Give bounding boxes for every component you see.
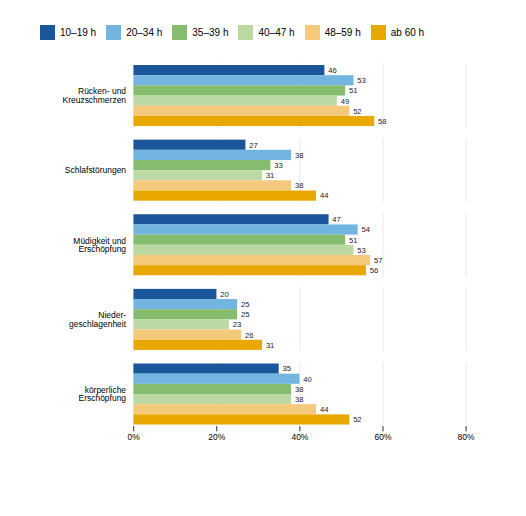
svg-text:20%: 20%	[208, 432, 225, 442]
svg-text:47: 47	[332, 215, 340, 224]
svg-text:Schlafstörungen: Schlafstörungen	[65, 165, 126, 175]
svg-text:38: 38	[295, 395, 303, 404]
html-text:35–39 h: 35–39 h	[192, 27, 229, 38]
svg-text:38: 38	[295, 385, 303, 394]
html-text:ab 60 h: ab 60 h	[390, 27, 425, 38]
html-text:20–34 h: 20–34 h	[126, 27, 163, 38]
svg-text:26: 26	[245, 331, 253, 340]
svg-text:Müdigkeit undErschöpfung: Müdigkeit undErschöpfung	[73, 236, 126, 254]
svg-text:27: 27	[249, 141, 257, 150]
svg-text:46: 46	[328, 66, 336, 75]
svg-text:56: 56	[370, 266, 378, 275]
svg-text:44: 44	[320, 191, 329, 200]
svg-text:54: 54	[361, 225, 370, 234]
svg-text:35: 35	[283, 364, 291, 373]
svg-text:57: 57	[374, 256, 382, 265]
svg-text:58: 58	[378, 117, 386, 126]
svg-text:31: 31	[266, 341, 274, 350]
svg-text:25: 25	[241, 300, 249, 309]
svg-text:40: 40	[303, 375, 311, 384]
svg-text:38: 38	[295, 151, 303, 160]
svg-text:51: 51	[349, 236, 357, 245]
svg-text:körperlicheErschöpfung: körperlicheErschöpfung	[79, 385, 127, 403]
svg-text:51: 51	[349, 86, 357, 95]
svg-text:49: 49	[341, 97, 349, 106]
svg-text:60%: 60%	[375, 432, 392, 442]
svg-text:52: 52	[353, 415, 361, 424]
svg-text:Rücken- undKreuzschmerzen: Rücken- undKreuzschmerzen	[63, 86, 127, 104]
html-text:10–19 h: 10–19 h	[60, 27, 97, 38]
svg-text:52: 52	[353, 107, 361, 116]
svg-text:53: 53	[357, 246, 365, 255]
svg-text:0%: 0%	[128, 432, 141, 442]
html-text:40–47 h: 40–47 h	[258, 27, 295, 38]
svg-text:53: 53	[357, 76, 365, 85]
svg-text:23: 23	[233, 320, 241, 329]
svg-text:44: 44	[320, 405, 329, 414]
svg-text:33: 33	[274, 161, 282, 170]
svg-text:31: 31	[266, 171, 274, 180]
svg-text:Nieder-geschlagenheit: Nieder-geschlagenheit	[69, 310, 127, 328]
svg-text:40%: 40%	[291, 432, 308, 442]
html-text:48–59 h: 48–59 h	[324, 27, 361, 38]
svg-text:25: 25	[241, 310, 249, 319]
svg-text:20: 20	[220, 290, 228, 299]
svg-text:38: 38	[295, 181, 303, 190]
svg-text:80%: 80%	[458, 432, 475, 442]
